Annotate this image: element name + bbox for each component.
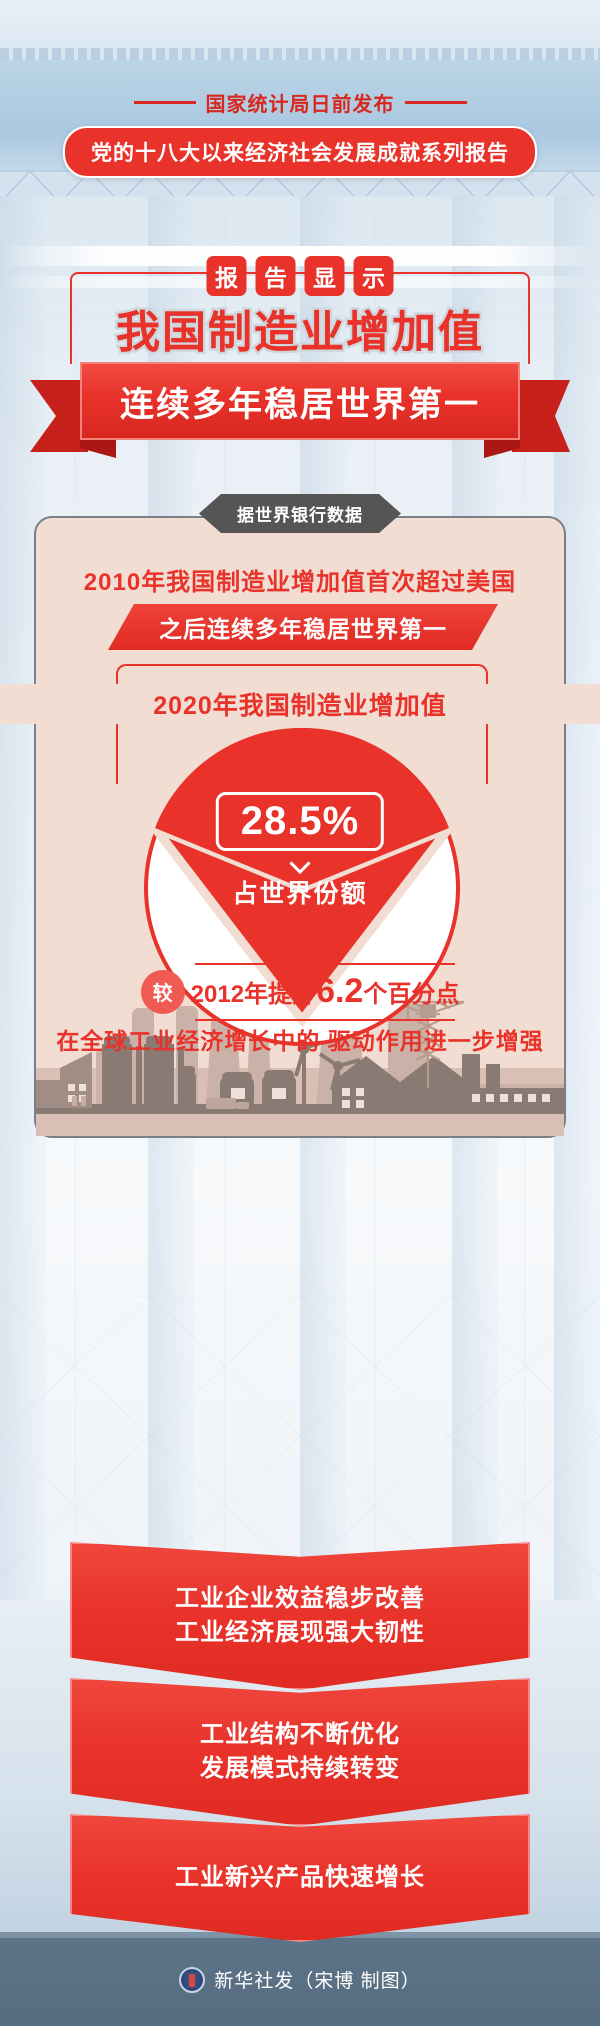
background-light-stripe (0, 246, 600, 266)
percent-badge: 28.5% (215, 792, 385, 851)
percent-caption: 占世界份额 (232, 880, 368, 908)
percent-value: 28.5% (240, 799, 360, 843)
comparison-number: 6.2 (316, 972, 364, 1010)
ribbon-tail-right (512, 380, 570, 452)
comparison-text: 2012年提升6.2个百分点 (190, 972, 460, 1010)
kicker-rule-right (404, 101, 467, 104)
footer-credit-text: 新华社发（宋博 制图） (214, 1971, 421, 1992)
comparison-rules: 2012年提升6.2个百分点 (190, 963, 460, 1021)
card-line-1: 2010年我国制造业增加值首次超过美国 (83, 569, 517, 596)
comparison-prefix: 2012年提升 (190, 981, 317, 1008)
comparison-suffix: 个百分点 (363, 981, 460, 1008)
footer-bar (0, 1938, 600, 2026)
card-line-2: 2020年我国制造业增加值 (0, 684, 600, 724)
factory-skyline-illustration (36, 948, 564, 1136)
main-title-outline: 我国制造业增加值 (114, 306, 485, 360)
kicker-row: 国家统计局日前发布 (0, 88, 600, 117)
ribbon-text: 连续多年稳居世界第一 (120, 385, 480, 424)
card-line-3a: 在全球工业经济增长中的 (56, 1028, 321, 1054)
factory-skyline-icon (36, 1000, 564, 1136)
chevron-banner-2: 工业结构不断优化 发展模式持续转变 (70, 1678, 530, 1826)
card-line-3: 在全球工业经济增长中的 驱动作用进一步增强 (0, 1026, 600, 1057)
card-line-3b: 驱动作用进一步增强 (327, 1028, 544, 1054)
chevron-1-line-a: 工业企业效益稳步改善 (175, 1584, 425, 1612)
chevron-banner-1: 工业企业效益稳步改善 工业经济展现强大韧性 (70, 1542, 530, 1690)
tag-box: 示 (353, 256, 394, 296)
chevron-3-line-a: 工业新兴产品快速增长 (175, 1863, 425, 1891)
chevron-2-line-b: 发展模式持续转变 (200, 1755, 400, 1782)
chevron-banner-3: 工业新兴产品快速增长 (70, 1814, 530, 1942)
title-bracket (70, 272, 530, 364)
tag-box: 告 (255, 256, 296, 296)
chevron-1-line-b: 工业经济展现强大韧性 (175, 1619, 425, 1646)
kicker-text: 国家统计局日前发布 (205, 94, 395, 116)
tag-box: 显 (304, 256, 345, 296)
card-slant-banner: 之后连续多年稳居世界第一 (108, 604, 498, 650)
source-tab: 据世界银行数据 (199, 494, 401, 533)
footer-credit: 新华社发（宋博 制图） (0, 1966, 600, 1993)
ribbon-main: 连续多年稳居世界第一 (80, 362, 520, 440)
chevron-2-line-a: 工业结构不断优化 (200, 1720, 400, 1748)
kicker-rule-left (133, 101, 196, 104)
report-shows-tags: 报 告 显 示 (206, 256, 394, 296)
card-sub-bracket (116, 664, 488, 784)
background-light-stripe (0, 276, 600, 288)
main-title: 我国制造业增加值 (116, 308, 484, 357)
ribbon-banner: 连续多年稳居世界第一 (30, 362, 570, 462)
series-report-pill: 党的十八大以来经济社会发展成就系列报告 (63, 126, 537, 178)
xinhua-emblem-icon (179, 1966, 206, 1993)
comparison-row: 较 2012年提升6.2个百分点 (0, 963, 600, 1021)
card-slant-text: 之后连续多年稳居世界第一 (159, 616, 447, 642)
comparison-badge: 较 (140, 969, 185, 1014)
tag-box: 报 (206, 256, 247, 296)
